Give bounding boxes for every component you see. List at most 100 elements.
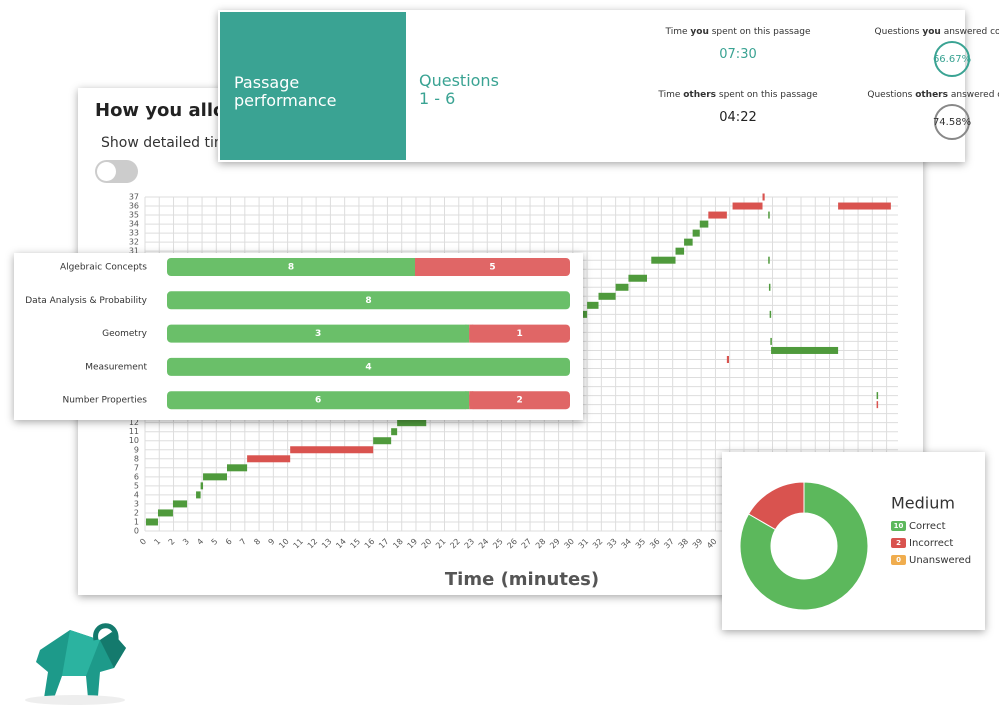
legend-badge — [891, 555, 906, 565]
x-tick-label: 28 — [534, 537, 548, 551]
time-segment — [768, 256, 770, 264]
y-tick-label: 4 — [134, 490, 139, 499]
x-tick-label: 17 — [377, 537, 391, 551]
y-tick-label: 12 — [129, 418, 139, 427]
bar-segment — [167, 324, 470, 343]
donut-title: Medium — [891, 494, 955, 513]
time-segment — [227, 464, 248, 472]
time-segment — [762, 193, 765, 201]
y-tick-label: 32 — [129, 238, 139, 247]
time-segment — [373, 437, 392, 445]
x-tick-label: 14 — [334, 537, 348, 551]
stat-label: Questions you answered correctly — [852, 27, 999, 37]
stat-ring: 74.58% — [933, 104, 971, 140]
bar-segment — [415, 258, 570, 276]
bar-joint — [469, 324, 474, 343]
toggle[interactable] — [95, 160, 138, 183]
bar-segment — [167, 291, 570, 310]
time-segment — [768, 211, 770, 219]
y-tick-label: 37 — [129, 193, 139, 202]
donut-card: Medium 10 Correct 2 Incorrect 0 Unanswered — [722, 452, 985, 630]
time-segment — [247, 455, 291, 463]
y-tick-label: 2 — [134, 508, 139, 517]
label-part: spent on this passage — [716, 90, 818, 100]
label-part: others — [683, 90, 717, 100]
passage-title: Passage performance — [234, 73, 337, 110]
category-label: Data Analysis & Probability — [25, 296, 147, 306]
x-axis-title: Time (minutes) — [445, 569, 599, 590]
x-tick-label: 3 — [181, 537, 191, 547]
stat-value: 04:22 — [719, 110, 757, 125]
x-tick-label: 30 — [562, 537, 576, 551]
logo — [25, 623, 126, 705]
label-part: you — [690, 27, 709, 37]
bar-joint — [465, 391, 470, 410]
time-segment — [699, 220, 709, 228]
label-part: answered correctly — [943, 27, 999, 37]
y-tick-label: 10 — [129, 436, 139, 445]
y-tick-label: 0 — [134, 527, 139, 536]
label-part: others — [915, 90, 948, 100]
stat-ring: 66.67% — [933, 41, 971, 77]
x-tick-label: 29 — [548, 537, 562, 551]
bar-label: 8 — [365, 296, 371, 306]
x-tick-label: 34 — [620, 537, 634, 551]
stat: Questions you answered correctly 66.67% — [852, 27, 999, 77]
x-tick-label: 13 — [320, 537, 334, 551]
legend-label: Incorrect — [909, 538, 953, 549]
bar-label: 5 — [489, 263, 495, 273]
time-segment — [200, 482, 204, 490]
category-label: Algebraic Concepts — [60, 263, 147, 273]
bar-joint — [411, 258, 415, 276]
time-segment — [598, 292, 616, 300]
time-segment — [876, 392, 879, 400]
x-tick-label: 6 — [224, 537, 234, 547]
donut-slice — [747, 481, 805, 531]
label-part: Questions — [867, 90, 916, 100]
category-card: Algebraic Concepts 8 5 Data Analysis & Prob… — [14, 253, 583, 420]
x-tick-label: 18 — [391, 537, 405, 551]
time-segment — [290, 446, 374, 454]
x-tick-label: 8 — [252, 537, 262, 547]
toggle-label: Show detailed timi — [101, 135, 232, 151]
bar-joint — [415, 258, 419, 276]
x-tick-label: 2 — [167, 537, 177, 547]
passage-card: Passage performance Questions 1 - 6 Time… — [218, 10, 999, 162]
time-segment — [876, 401, 879, 409]
x-tick-label: 7 — [238, 537, 248, 547]
time-segment — [771, 346, 839, 354]
legend-count: 10 — [894, 522, 904, 530]
y-tick-label: 34 — [129, 220, 139, 229]
chart: Algebraic Concepts 8 5 Data Analysis & Prob… — [25, 258, 570, 410]
x-tick-label: 26 — [505, 537, 519, 551]
time-segment — [628, 274, 647, 282]
x-tick-label: 25 — [491, 537, 505, 551]
y-tick-label: 6 — [134, 472, 139, 481]
time-segment — [675, 247, 685, 255]
stat-label: Time others spent on this passage — [638, 90, 838, 100]
time-segment — [769, 310, 772, 318]
y-tick-label: 7 — [134, 463, 139, 472]
bar-segment — [469, 391, 570, 410]
bar-label: 2 — [516, 396, 522, 406]
time-segment — [768, 283, 771, 291]
stat-label: Time you spent on this passage — [638, 27, 838, 37]
x-tick-label: 16 — [363, 537, 377, 551]
x-tick-label: 12 — [306, 537, 320, 551]
bar-segment — [167, 357, 570, 376]
category-label: Number Properties — [63, 396, 148, 406]
x-tick-label: 1 — [152, 537, 162, 547]
y-tick-label: 35 — [129, 211, 139, 220]
x-tick-label: 20 — [420, 537, 434, 551]
x-tick-label: 39 — [691, 537, 705, 551]
time-segment — [838, 202, 891, 210]
y-tick-label: 11 — [129, 427, 139, 436]
y-tick-label: 5 — [134, 481, 139, 490]
label-part: Time — [665, 27, 691, 37]
x-tick-label: 27 — [520, 537, 534, 551]
time-segment — [587, 301, 599, 309]
x-tick-label: 9 — [267, 537, 277, 547]
stat: Questions others answered correctly 74.58… — [852, 90, 999, 140]
